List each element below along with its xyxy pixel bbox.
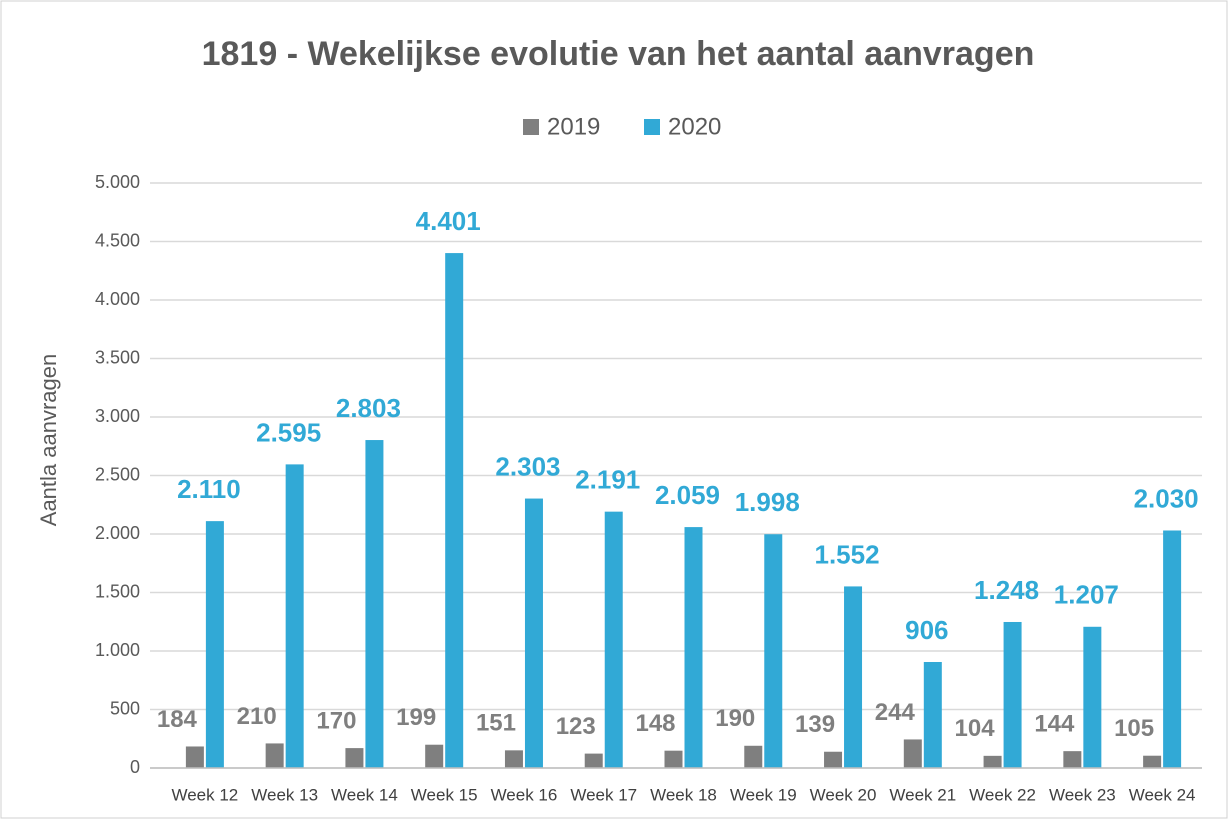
- y-tick-label: 3.500: [95, 347, 140, 367]
- bar: [524, 498, 543, 768]
- y-tick-label: 3.000: [95, 406, 140, 426]
- x-tick-label: Week 18: [650, 785, 717, 804]
- bar: [824, 751, 843, 768]
- data-label: 151: [476, 710, 516, 737]
- bar: [1003, 621, 1022, 768]
- y-tick-label: 500: [110, 698, 140, 718]
- bar: [345, 748, 364, 768]
- bar: [744, 745, 763, 768]
- x-tick-label: Week 24: [1129, 785, 1196, 804]
- data-label: 2.059: [655, 480, 720, 510]
- bar: [1083, 626, 1102, 768]
- bar: [445, 253, 464, 768]
- x-tick-label: Week 17: [570, 785, 637, 804]
- x-tick-label: Week 22: [969, 785, 1036, 804]
- x-tick-label: Week 21: [889, 785, 956, 804]
- bar: [584, 753, 603, 768]
- y-tick-label: 4.500: [95, 230, 140, 250]
- y-tick-label: 2.500: [95, 464, 140, 484]
- bar: [684, 527, 703, 768]
- data-label: 148: [635, 710, 675, 737]
- bar: [504, 750, 523, 768]
- x-tick-label: Week 19: [730, 785, 797, 804]
- bar: [1063, 751, 1082, 768]
- data-label: 170: [316, 707, 356, 734]
- bar: [903, 739, 922, 768]
- data-label: 199: [396, 704, 436, 731]
- data-label: 2.110: [177, 474, 241, 504]
- data-label: 2.030: [1134, 483, 1199, 513]
- y-axis-label: Aantla aanvragen: [36, 354, 61, 526]
- y-tick-label: 0: [130, 757, 140, 777]
- legend-swatch: [644, 119, 660, 135]
- bar: [285, 464, 304, 768]
- data-label: 123: [556, 713, 596, 740]
- y-tick-label: 2.000: [95, 523, 140, 543]
- data-label: 104: [955, 715, 996, 742]
- bar: [604, 511, 623, 768]
- x-tick-label: Week 16: [491, 785, 558, 804]
- legend-label: 2019: [547, 113, 600, 140]
- bar: [664, 750, 683, 768]
- data-label: 2.303: [495, 451, 560, 481]
- data-label: 1.207: [1054, 580, 1119, 610]
- y-tick-label: 4.000: [95, 289, 140, 309]
- x-tick-label: Week 20: [810, 785, 877, 804]
- data-label: 144: [1034, 710, 1075, 737]
- y-tick-label: 1.000: [95, 640, 140, 660]
- data-label: 139: [795, 711, 835, 738]
- bar: [205, 521, 224, 768]
- chart-title: 1819 - Wekelijkse evolutie van het aanta…: [202, 35, 1035, 73]
- data-label: 1.552: [814, 539, 879, 569]
- bar: [425, 744, 444, 768]
- bar: [1143, 755, 1162, 768]
- data-label: 2.803: [336, 393, 401, 423]
- data-label: 105: [1114, 715, 1154, 742]
- bar: [185, 746, 204, 768]
- data-label: 1.998: [735, 487, 800, 517]
- x-tick-label: Week 14: [331, 785, 398, 804]
- x-tick-label: Week 15: [411, 785, 478, 804]
- data-label: 4.401: [416, 206, 481, 236]
- bar: [764, 534, 783, 768]
- bar: [923, 661, 942, 768]
- legend-swatch: [523, 119, 539, 135]
- data-label: 190: [715, 705, 755, 732]
- x-tick-label: Week 12: [171, 785, 238, 804]
- data-label: 1.248: [974, 575, 1039, 605]
- x-tick-label: Week 23: [1049, 785, 1116, 804]
- bar: [1163, 530, 1182, 768]
- legend-label: 2020: [668, 113, 721, 140]
- y-tick-label: 1.500: [95, 581, 140, 601]
- data-label: 244: [875, 699, 916, 726]
- data-label: 2.595: [256, 417, 321, 447]
- x-tick-label: Week 13: [251, 785, 318, 804]
- bar: [983, 755, 1002, 768]
- data-label: 210: [237, 703, 277, 730]
- data-label: 184: [157, 706, 198, 733]
- y-tick-label: 5.000: [95, 172, 140, 192]
- bar: [265, 743, 284, 768]
- data-label: 906: [905, 615, 948, 645]
- bar: [844, 586, 863, 768]
- bar: [365, 440, 384, 768]
- data-label: 2.191: [575, 465, 640, 495]
